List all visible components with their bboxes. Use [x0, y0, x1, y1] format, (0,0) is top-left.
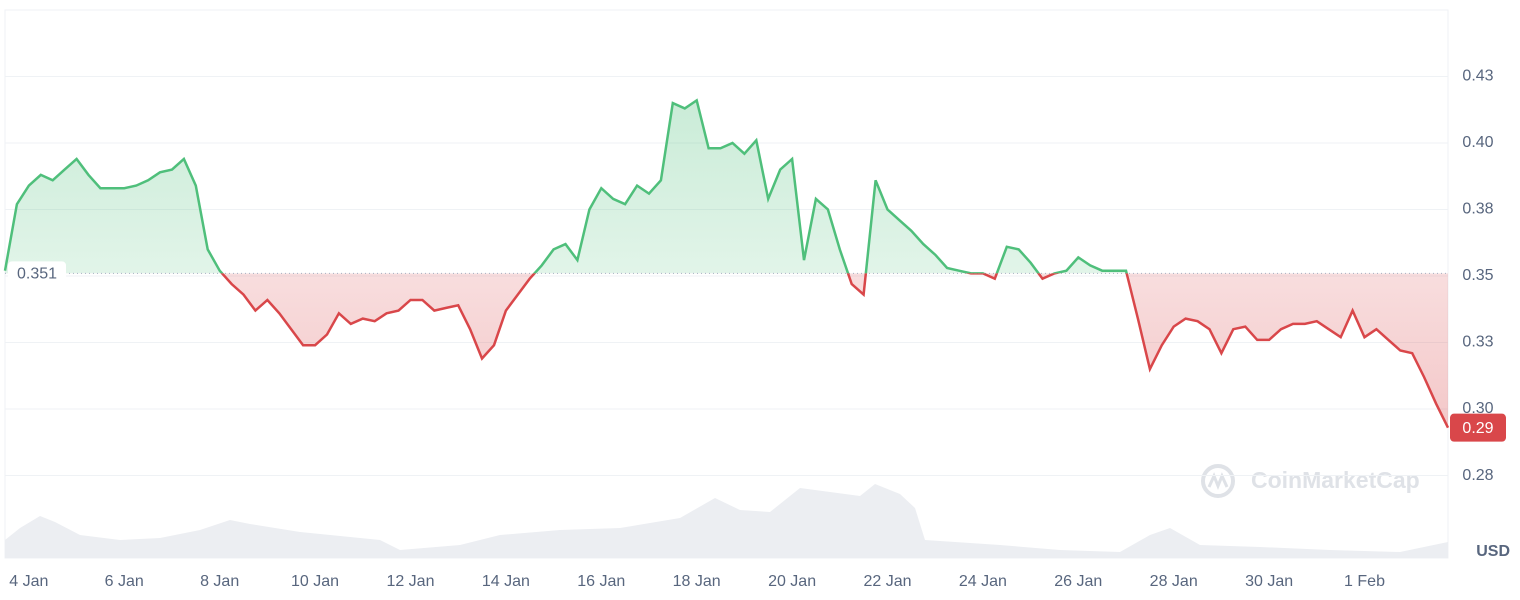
area-down — [222, 273, 1448, 428]
x-tick-label: 12 Jan — [386, 573, 434, 590]
x-tick-label: 16 Jan — [577, 573, 625, 590]
area-up — [5, 100, 1448, 274]
x-tick-label: 20 Jan — [768, 573, 816, 590]
price-line-down — [220, 273, 1450, 429]
watermark: CoinMarketCap — [1201, 464, 1420, 498]
y-tick-label: 0.38 — [1462, 201, 1493, 218]
x-tick-label: 1 Feb — [1344, 573, 1385, 590]
baseline-tag — [8, 261, 66, 286]
x-tick-label: 10 Jan — [291, 573, 339, 590]
x-tick-label: 24 Jan — [959, 573, 1007, 590]
watermark-text: CoinMarketCap — [1251, 467, 1420, 493]
current-price-label: 0.29 — [1462, 420, 1493, 437]
y-tick-label: 0.33 — [1462, 334, 1493, 351]
x-tick-label: 4 Jan — [9, 573, 48, 590]
x-tick-label: 22 Jan — [863, 573, 911, 590]
y-tick-label: 0.28 — [1462, 467, 1493, 484]
y-tick-label: 0.43 — [1462, 68, 1493, 85]
y-tick-label: 0.40 — [1462, 134, 1493, 151]
x-tick-label: 30 Jan — [1245, 573, 1293, 590]
x-tick-label: 28 Jan — [1150, 573, 1198, 590]
currency-label: USD — [1476, 543, 1510, 560]
baseline-label: 0.351 — [17, 266, 57, 283]
volume-area — [5, 484, 1448, 558]
x-tick-label: 18 Jan — [673, 573, 721, 590]
x-tick-label: 6 Jan — [105, 573, 144, 590]
current-price-tag — [1450, 413, 1506, 442]
price-line-up — [3, 98, 1128, 274]
y-tick-label: 0.30 — [1462, 400, 1493, 417]
y-tick-label: 0.35 — [1462, 267, 1493, 284]
x-tick-label: 8 Jan — [200, 573, 239, 590]
x-tick-label: 14 Jan — [482, 573, 530, 590]
x-tick-label: 26 Jan — [1054, 573, 1102, 590]
